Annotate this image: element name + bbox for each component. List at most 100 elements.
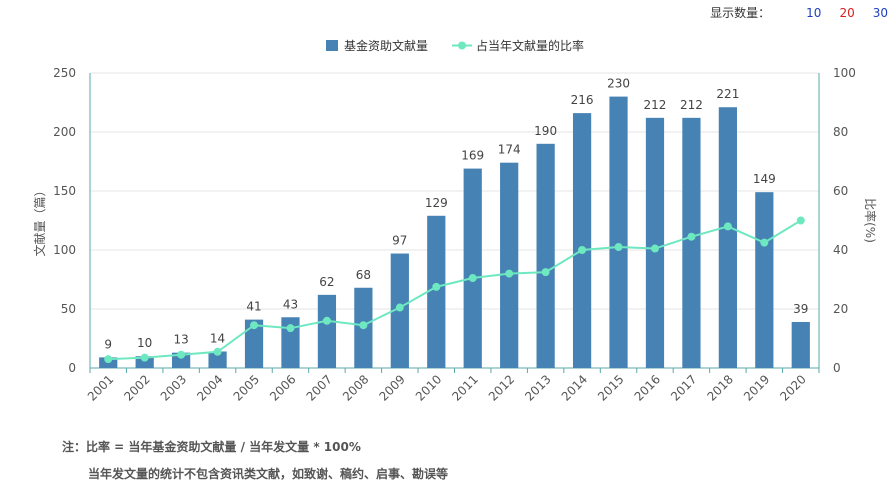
x-tick-label: 2011 xyxy=(449,372,480,403)
ratio-point xyxy=(541,268,550,277)
bar xyxy=(208,351,227,368)
note-ratio-formula: 注：比率 = 当年基金资助文献量 / 当年发文量 * 100% xyxy=(62,440,361,454)
ratio-point xyxy=(687,232,696,241)
y-tick-label: 0 xyxy=(68,361,76,375)
display-count-30[interactable]: 30 xyxy=(872,5,888,20)
y2-tick-label: 60 xyxy=(833,184,848,198)
note-exclusion: 当年发文量的统计不包含资讯类文献，如致谢、稿约、启事、勘误等 xyxy=(88,467,449,481)
x-tick-label: 2009 xyxy=(376,372,407,403)
ratio-point xyxy=(796,216,805,225)
bar xyxy=(682,117,701,368)
x-tick-label: 2017 xyxy=(668,372,699,403)
ratio-point xyxy=(322,316,331,325)
ratio-point xyxy=(468,274,477,283)
y-axis-title: 文献量（篇） xyxy=(32,184,47,256)
bar xyxy=(427,215,446,368)
bar xyxy=(791,321,810,368)
x-tick-label: 2003 xyxy=(158,372,189,403)
legend-line-marker xyxy=(458,41,466,50)
ratio-point xyxy=(140,353,149,362)
y-tick-label: 50 xyxy=(61,302,76,316)
y2-tick-label: 40 xyxy=(833,243,848,257)
x-tick-label: 2010 xyxy=(413,372,444,403)
ratio-point xyxy=(359,321,368,330)
ratio-point xyxy=(286,324,295,333)
display-count-controls: 显示数量： 10 20 30 xyxy=(710,4,888,21)
bar-value-label: 221 xyxy=(716,87,739,101)
ratio-line xyxy=(108,219,802,361)
ratio-point xyxy=(104,355,113,364)
bar xyxy=(500,162,519,368)
chart: 0 50 100 150 200 250 0 20 40 60 80 100 文献量（篇） 比率(%) 9 2… xyxy=(32,38,878,404)
ratio-point xyxy=(250,321,259,330)
bar xyxy=(463,168,482,368)
display-count-10[interactable]: 10 xyxy=(806,5,822,20)
bar xyxy=(244,319,264,368)
x-tick-label: 2007 xyxy=(304,372,335,403)
bar-value-label: 97 xyxy=(392,234,407,248)
bar-value-label: 212 xyxy=(644,98,667,112)
y2-axis-title: 比率(%) xyxy=(863,198,878,243)
x-tick-label: 2012 xyxy=(486,372,517,403)
bar xyxy=(609,96,628,368)
ratio-point xyxy=(177,350,186,359)
y-tick-label: 100 xyxy=(53,243,76,257)
y2-tick-label: 100 xyxy=(833,66,856,80)
bar-value-label: 169 xyxy=(461,149,484,163)
y-tick-label: 150 xyxy=(53,184,76,198)
bar-value-label: 62 xyxy=(319,275,334,289)
bar-value-label: 149 xyxy=(753,172,776,186)
bar-value-label: 68 xyxy=(356,268,371,282)
ratio-point xyxy=(614,243,623,252)
bar xyxy=(536,143,555,368)
bar xyxy=(317,294,337,368)
y2-tick-label: 20 xyxy=(833,302,848,316)
ratio-point xyxy=(213,347,222,356)
x-tick-label: 2006 xyxy=(267,372,298,403)
bar xyxy=(172,352,191,368)
ratio-point xyxy=(760,238,769,247)
bar-value-label: 41 xyxy=(246,300,261,314)
y-tick-label: 250 xyxy=(53,66,76,80)
bar-value-label: 14 xyxy=(210,331,225,345)
x-tick-label: 2020 xyxy=(777,372,808,403)
bar xyxy=(718,107,737,368)
bar xyxy=(281,317,300,368)
x-tick-label: 2013 xyxy=(522,372,553,403)
x-tick-label: 2016 xyxy=(632,372,663,403)
bar-value-label: 39 xyxy=(793,302,808,316)
legend-bar-swatch xyxy=(326,40,338,51)
x-tick-label: 2004 xyxy=(194,372,225,403)
bar-value-label: 230 xyxy=(607,77,630,91)
bar-value-label: 129 xyxy=(425,196,448,210)
x-tick-label: 2015 xyxy=(595,372,626,403)
x-tick-label: 2018 xyxy=(704,372,735,403)
ratio-point xyxy=(723,222,732,231)
ratio-point xyxy=(432,282,441,291)
legend-line-label: 占当年文献量的比率 xyxy=(476,38,584,53)
bar-value-label: 212 xyxy=(680,98,703,112)
bar xyxy=(135,356,154,368)
y2-tick-label: 80 xyxy=(833,125,848,139)
ratio-point xyxy=(505,269,514,278)
x-tick-label: 2014 xyxy=(559,372,590,403)
x-tick-label: 2005 xyxy=(231,372,262,403)
bar-value-label: 190 xyxy=(534,124,557,138)
display-count-20[interactable]: 20 xyxy=(839,5,855,20)
bar xyxy=(645,117,665,368)
ratio-point xyxy=(650,244,659,253)
x-tick-label: 2019 xyxy=(741,372,772,403)
bar-value-label: 216 xyxy=(571,93,594,107)
x-tick-label: 2002 xyxy=(121,372,152,403)
x-tick-label: 2008 xyxy=(340,372,371,403)
y-tick-label: 200 xyxy=(53,125,76,139)
bar-value-label: 10 xyxy=(137,336,152,350)
display-count-label: 显示数量： xyxy=(710,6,771,20)
x-tick-label: 2001 xyxy=(85,372,116,403)
bar-value-label: 13 xyxy=(173,333,188,347)
bar xyxy=(755,192,774,368)
legend-bar-label: 基金资助文献量 xyxy=(344,38,428,53)
bar-value-label: 174 xyxy=(498,143,521,157)
y2-tick-label: 0 xyxy=(833,361,841,375)
ratio-point xyxy=(395,303,404,312)
